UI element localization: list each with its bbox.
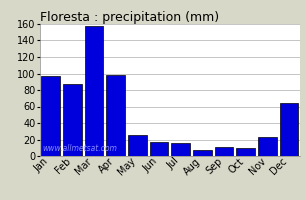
Bar — [85, 26, 103, 156]
Bar — [106, 75, 125, 156]
Bar — [193, 150, 211, 156]
Bar — [41, 76, 60, 156]
Bar — [258, 137, 277, 156]
Bar — [171, 143, 190, 156]
Bar — [237, 148, 255, 156]
Bar — [215, 147, 233, 156]
Bar — [150, 142, 168, 156]
Text: Floresta : precipitation (mm): Floresta : precipitation (mm) — [40, 11, 219, 24]
Bar — [280, 103, 298, 156]
Bar — [128, 135, 147, 156]
Text: www.allmetsat.com: www.allmetsat.com — [42, 144, 117, 153]
Bar — [63, 84, 81, 156]
